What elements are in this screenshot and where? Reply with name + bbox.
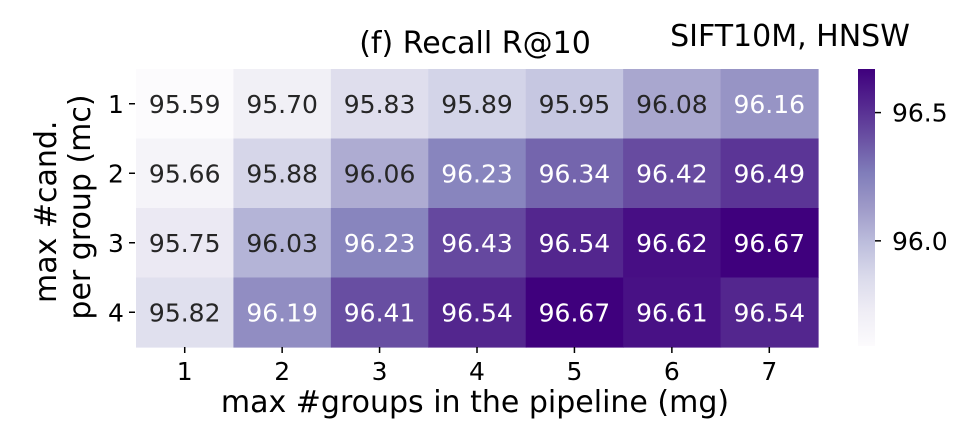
cell-value-label: 96.61: [636, 298, 708, 327]
cell-value-label: 96.34: [539, 159, 611, 188]
heatmap-cell: [720, 69, 819, 140]
heatmap-cell: [623, 208, 722, 279]
cell-value-label: 96.49: [734, 159, 806, 188]
heatmap-cell: [233, 69, 332, 140]
cell-value-label: 96.54: [441, 298, 513, 327]
heatmap-cell: [428, 138, 527, 209]
cell-value-label: 96.03: [246, 229, 318, 258]
x-axis-ticks: 1 2 3 4 5 6 7: [177, 347, 777, 386]
heatmap-cell: [623, 138, 722, 209]
heatmap-cell: [525, 277, 624, 348]
heatmap-cell: [233, 138, 332, 209]
heatmap-cell: [428, 208, 527, 279]
x-tick-label: 2: [274, 357, 290, 386]
heatmap-cells: [136, 69, 819, 348]
cell-value-label: 96.08: [636, 90, 708, 119]
heatmap-cell: [233, 277, 332, 348]
heatmap-cell: [330, 208, 429, 279]
y-tick-label: 1: [108, 90, 124, 119]
cell-value-label: 96.54: [734, 298, 806, 327]
heatmap-cell: [233, 208, 332, 279]
cell-value-label: 96.67: [734, 229, 806, 258]
heatmap-cell: [428, 69, 527, 140]
chart-subtitle: SIFT10M, HNSW: [670, 19, 910, 54]
cell-value-label: 95.95: [539, 90, 611, 119]
heatmap-cell: [330, 138, 429, 209]
y-axis-label: max #cand. per group (mc): [29, 94, 98, 319]
heatmap-cell: [525, 69, 624, 140]
cell-value-label: 96.54: [539, 229, 611, 258]
cell-value-label: 95.75: [149, 229, 221, 258]
heatmap-cell: [136, 138, 235, 209]
x-tick-label: 4: [469, 357, 485, 386]
cell-value-label: 96.42: [636, 159, 708, 188]
cell-value-label: 96.23: [441, 159, 513, 188]
cell-value-label: 96.23: [344, 229, 416, 258]
cell-value-label: 96.43: [441, 229, 513, 258]
chart-title: (f) Recall R@10: [359, 26, 591, 61]
heatmap-cell: [623, 277, 722, 348]
heatmap-cell: [623, 69, 722, 140]
colorbar: [858, 69, 875, 346]
cell-value-label: 95.88: [246, 159, 318, 188]
cell-value-label: 96.19: [246, 298, 318, 327]
colorbar-tick-label: 96.0: [892, 227, 948, 256]
heatmap-cell: [136, 69, 235, 140]
x-axis-label: max #groups in the pipeline (mg): [221, 385, 729, 420]
heatmap-cell: [525, 138, 624, 209]
x-tick-label: 6: [664, 357, 680, 386]
y-axis-label-line-1: max #cand.: [29, 121, 64, 304]
cell-value-label: 96.16: [734, 90, 806, 119]
cell-value-label: 95.89: [441, 90, 513, 119]
cell-value-label: 95.70: [246, 90, 318, 119]
heatmap-cell: [720, 208, 819, 279]
cell-value-label: 95.66: [149, 159, 221, 188]
x-tick-label: 3: [372, 357, 388, 386]
cell-value-label: 95.82: [149, 298, 221, 327]
x-tick-label: 1: [177, 357, 193, 386]
heatmap-cell: [136, 208, 235, 279]
heatmap-cell: [525, 208, 624, 279]
cell-value-label: 96.06: [344, 159, 416, 188]
cell-value-label: 95.83: [344, 90, 416, 119]
x-tick-label: 7: [761, 357, 777, 386]
y-axis-ticks: 1 2 3 4: [108, 90, 135, 327]
x-tick-label: 5: [566, 357, 582, 386]
cell-value-label: 96.62: [636, 229, 708, 258]
heatmap-cell: [720, 277, 819, 348]
y-tick-label: 2: [108, 159, 124, 188]
cell-value-label: 96.41: [344, 298, 416, 327]
cell-value-label: 96.67: [539, 298, 611, 327]
y-tick-label: 4: [108, 298, 124, 327]
heatmap-cell: [136, 277, 235, 348]
heatmap-cell: [330, 69, 429, 140]
cell-value-label: 95.59: [149, 90, 221, 119]
heatmap-cell: [720, 138, 819, 209]
colorbar-tick-label: 96.5: [892, 99, 948, 128]
heatmap-cell: [428, 277, 527, 348]
y-axis-label-line-2: per group (mc): [63, 94, 98, 319]
heatmap-cell: [330, 277, 429, 348]
heatmap-cell-labels: 95.59 95.70 95.83 95.89 95.95 96.08 96.16 95.66…: [149, 90, 805, 328]
colorbar-ticks: 96.0 96.5: [875, 99, 948, 256]
y-tick-label: 3: [108, 229, 124, 258]
